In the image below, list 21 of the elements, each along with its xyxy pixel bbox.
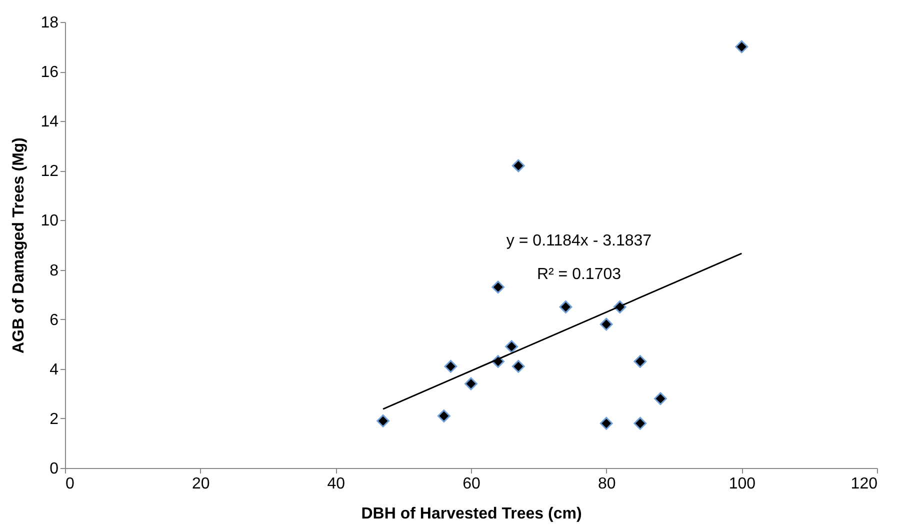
x-tick-label: 100 — [728, 476, 756, 492]
x-tick-label: 40 — [327, 476, 346, 492]
y-tick-label: 16 — [40, 64, 59, 82]
y-tick-label: 8 — [50, 262, 59, 280]
x-tick-label: 0 — [66, 476, 74, 492]
y-tick-label: 12 — [40, 163, 59, 180]
annotation: R² = 0.1703 — [536, 266, 622, 283]
y-tick-label: 18 — [40, 14, 59, 32]
x-tick-label: 60 — [462, 476, 480, 492]
x-tick-label: 20 — [192, 476, 210, 492]
x-tick-label: 80 — [598, 476, 616, 492]
y-tick-label: 2 — [50, 410, 59, 428]
y-axis-title: AGB of Damaged Trees (Mg) — [10, 137, 28, 354]
x-axis-title: DBH of Harvested Trees (cm) — [361, 506, 582, 522]
y-tick-label: 14 — [40, 114, 59, 131]
y-tick-label: 4 — [50, 361, 59, 378]
y-tick-label: 10 — [40, 212, 59, 230]
y-tick-label: 6 — [50, 312, 59, 329]
x-tick-label: 120 — [850, 476, 878, 492]
annotation: y = 0.1184x - 3.1837 — [506, 232, 652, 250]
y-tick-label: 0 — [50, 460, 59, 478]
